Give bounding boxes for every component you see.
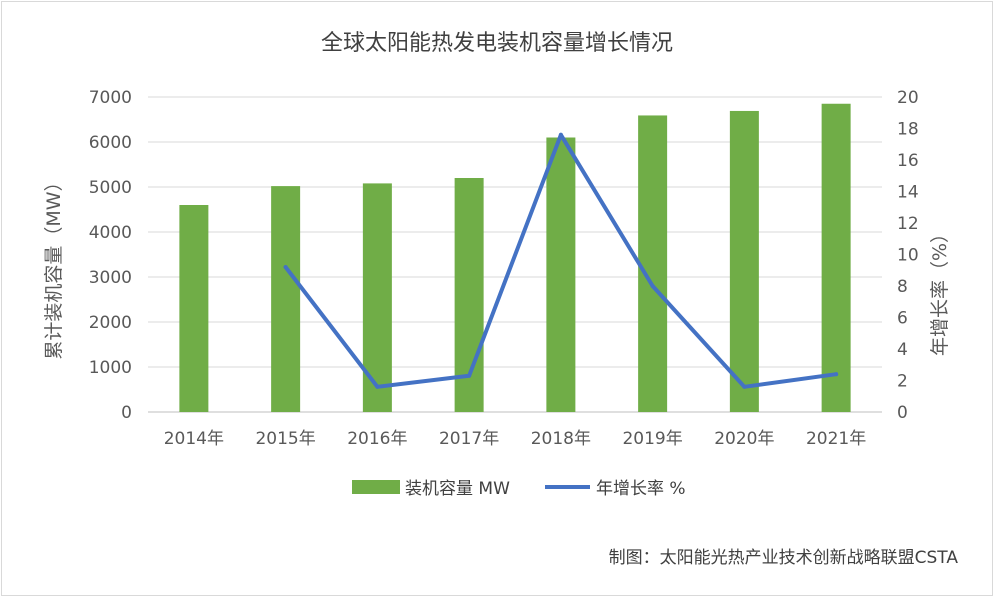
legend: 装机容量 MW 年增长率 % — [352, 479, 686, 499]
bar-series — [179, 103, 851, 412]
right-tick-label: 18 — [897, 120, 919, 140]
line-point — [558, 132, 563, 137]
left-tick-label: 7000 — [89, 88, 132, 108]
x-tick-label: 2014年 — [164, 429, 224, 449]
line-series — [283, 132, 839, 389]
line-point — [283, 265, 288, 270]
left-tick-label: 6000 — [89, 133, 132, 153]
bar — [821, 103, 851, 412]
bar — [638, 115, 668, 412]
left-tick-label: 3000 — [89, 268, 132, 288]
legend-bar-swatch — [352, 480, 400, 494]
source-note: 制图：太阳能光热产业技术创新战略联盟CSTA — [609, 548, 959, 568]
right-tick-label: 6 — [897, 309, 908, 329]
bar — [546, 137, 576, 412]
left-tick-label: 2000 — [89, 313, 132, 333]
bar — [729, 110, 759, 412]
legend-line-label: 年增长率 % — [596, 479, 686, 499]
legend-bar-label: 装机容量 MW — [405, 479, 510, 499]
line-point — [834, 372, 839, 377]
right-tick-label: 4 — [897, 340, 908, 360]
right-axis-ticks: 0 2 4 6 8 10 12 14 16 18 20 — [897, 88, 919, 423]
right-tick-label: 20 — [897, 88, 919, 108]
chart-title: 全球太阳能热发电装机容量增长情况 — [321, 31, 673, 56]
left-axis-ticks: 0 1000 2000 3000 4000 5000 6000 7000 — [89, 88, 132, 423]
left-tick-label: 4000 — [89, 223, 132, 243]
y-axis-title: 累计装机容量（MW） — [43, 172, 65, 359]
line-point — [467, 373, 472, 378]
x-tick-label: 2020年 — [714, 429, 774, 449]
x-tick-label: 2015年 — [255, 429, 315, 449]
bar — [179, 205, 209, 412]
right-tick-label: 16 — [897, 151, 919, 171]
line-point — [375, 384, 380, 389]
right-tick-label: 0 — [897, 403, 908, 423]
line-point — [650, 284, 655, 288]
x-tick-label: 2017年 — [439, 429, 499, 449]
x-tick-label: 2019年 — [622, 429, 682, 449]
left-tick-label: 5000 — [89, 178, 132, 198]
line-point — [742, 384, 747, 389]
right-tick-label: 2 — [897, 372, 908, 392]
right-tick-label: 10 — [897, 246, 919, 266]
x-axis-ticks: 2014年 2015年 2016年 2017年 2018年 2019年 2020年 2021年 — [164, 429, 867, 449]
left-tick-label: 1000 — [89, 358, 132, 378]
bar — [271, 186, 301, 412]
left-tick-label: 0 — [121, 403, 132, 423]
gridlines — [148, 96, 882, 413]
x-tick-label: 2016年 — [347, 429, 407, 449]
y2-axis-title: 年增长率（%） — [929, 224, 951, 356]
bar — [362, 183, 392, 412]
x-tick-label: 2018年 — [531, 429, 591, 449]
right-tick-label: 14 — [897, 183, 919, 203]
x-tick-label: 2021年 — [806, 429, 866, 449]
right-tick-label: 12 — [897, 214, 919, 234]
right-tick-label: 8 — [897, 277, 908, 297]
